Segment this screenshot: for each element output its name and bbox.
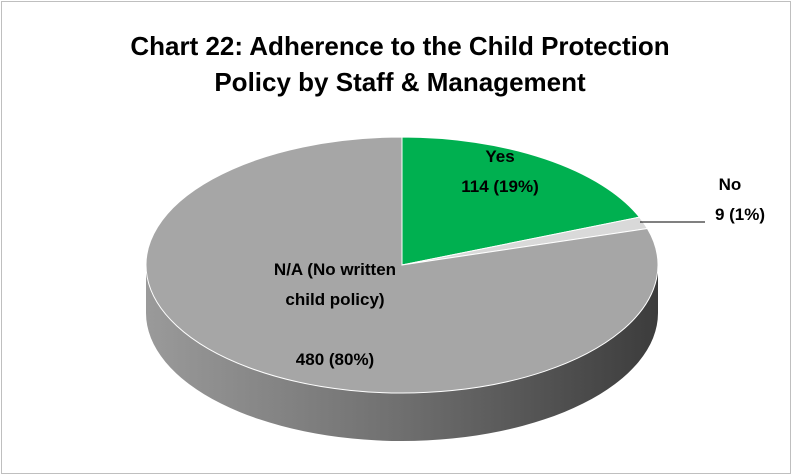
slice-label: Yes (485, 147, 515, 166)
slice-value-label: 480 (80%) (295, 350, 375, 369)
slice-label: No (718, 175, 742, 194)
slice-value-label: 114 (19%) (461, 177, 539, 196)
slice-label: N/A (No written child policy) (273, 260, 397, 309)
slice-side (146, 265, 658, 441)
slice-value-label: 9 (1%) (714, 205, 766, 224)
slice (401, 136, 641, 266)
chart-title: Chart 22: Adherence to the Child Protect… (130, 31, 670, 97)
slice (145, 136, 659, 394)
